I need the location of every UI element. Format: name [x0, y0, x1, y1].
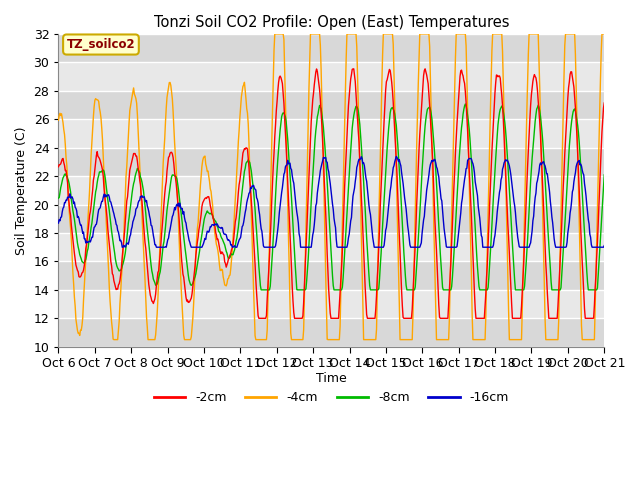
-4cm	[600, 31, 608, 37]
-16cm	[65, 195, 72, 201]
Legend: -2cm, -4cm, -8cm, -16cm: -2cm, -4cm, -8cm, -16cm	[148, 386, 514, 409]
-2cm	[121, 229, 129, 235]
-16cm	[177, 204, 184, 210]
-8cm	[205, 210, 212, 216]
-8cm	[176, 200, 184, 205]
-2cm	[205, 194, 212, 200]
-8cm	[415, 237, 422, 242]
-2cm	[176, 229, 184, 235]
Bar	[58, 176, 604, 204]
-16cm	[415, 244, 423, 250]
-8cm	[54, 195, 62, 201]
-4cm	[399, 337, 407, 343]
Title: Tonzi Soil CO2 Profile: Open (East) Temperatures: Tonzi Soil CO2 Profile: Open (East) Temp…	[154, 15, 509, 30]
-4cm	[65, 189, 72, 195]
Bar	[58, 148, 604, 176]
-16cm	[122, 244, 129, 250]
Line: -16cm: -16cm	[58, 156, 604, 247]
-8cm	[399, 221, 406, 227]
Bar	[58, 34, 604, 62]
-4cm	[110, 337, 118, 343]
-8cm	[121, 254, 129, 260]
-4cm	[122, 194, 129, 200]
-8cm	[65, 177, 72, 183]
-16cm	[399, 180, 407, 186]
-8cm	[461, 101, 469, 107]
-16cm	[54, 220, 62, 226]
-4cm	[54, 118, 62, 123]
Bar	[58, 119, 604, 148]
Bar	[58, 318, 604, 347]
-2cm	[415, 165, 422, 170]
-2cm	[600, 100, 608, 106]
Y-axis label: Soil Temperature (C): Soil Temperature (C)	[15, 126, 28, 254]
-8cm	[600, 172, 608, 178]
Line: -4cm: -4cm	[58, 34, 604, 340]
Bar	[58, 91, 604, 119]
-4cm	[205, 179, 213, 184]
-2cm	[255, 315, 262, 321]
-4cm	[177, 275, 184, 280]
Line: -2cm: -2cm	[58, 69, 604, 318]
-2cm	[399, 303, 406, 309]
Bar	[58, 233, 604, 262]
-2cm	[421, 66, 429, 72]
-4cm	[271, 31, 278, 37]
-4cm	[415, 55, 423, 60]
-8cm	[257, 287, 265, 293]
Text: TZ_soilco2: TZ_soilco2	[67, 38, 135, 51]
Bar	[58, 62, 604, 91]
Line: -8cm: -8cm	[58, 104, 604, 290]
Bar	[58, 290, 604, 318]
-2cm	[65, 195, 72, 201]
-2cm	[54, 164, 62, 169]
-16cm	[600, 243, 608, 249]
X-axis label: Time: Time	[316, 372, 347, 384]
-16cm	[118, 244, 126, 250]
Bar	[58, 262, 604, 290]
-16cm	[205, 227, 213, 233]
-16cm	[392, 154, 400, 159]
Bar	[58, 204, 604, 233]
